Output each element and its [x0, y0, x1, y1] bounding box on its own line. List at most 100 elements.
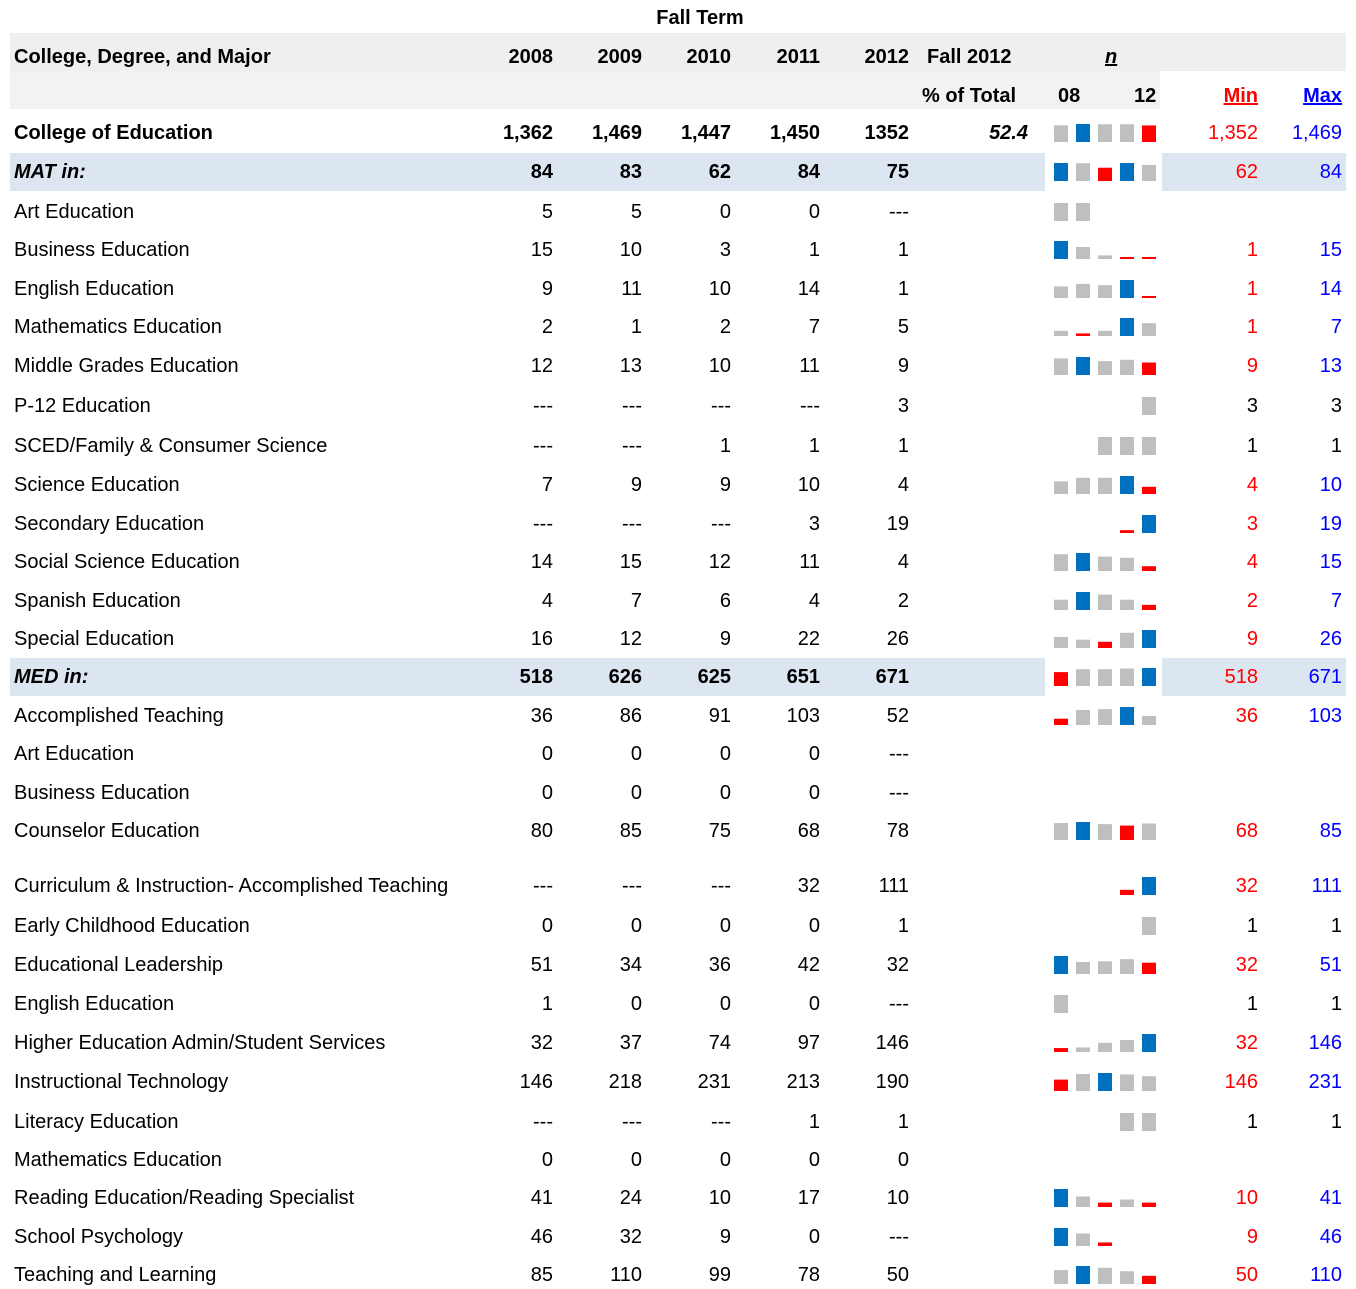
cell: 1 — [808, 435, 820, 457]
cell: 1 — [897, 239, 909, 261]
cell: 37 — [619, 1032, 642, 1054]
spark-bar — [1120, 707, 1134, 725]
cell: 52 — [886, 705, 909, 727]
cell: 0 — [808, 743, 820, 765]
cell: 42 — [797, 954, 820, 976]
row-label: Secondary Education — [14, 513, 205, 535]
cell: 651 — [786, 666, 820, 688]
cell: 0 — [719, 782, 731, 804]
max-cell: 85 — [1319, 820, 1342, 842]
cell: --- — [889, 743, 909, 765]
cell: 0 — [719, 743, 731, 765]
column-header: 2008 — [508, 46, 554, 68]
spark-bar — [1054, 599, 1068, 610]
cell: 5 — [541, 201, 553, 223]
spark-bar — [1076, 203, 1090, 221]
spark-bar — [1142, 1275, 1156, 1284]
cell: 4 — [897, 474, 909, 496]
spark-bar — [1076, 822, 1090, 840]
max-cell: 14 — [1319, 278, 1342, 300]
max-cell: 1 — [1330, 993, 1342, 1015]
cell: 4 — [897, 551, 909, 573]
spark-bar — [1120, 1074, 1134, 1091]
spark-bar — [1142, 1202, 1156, 1207]
column-header: 2012 — [864, 46, 910, 68]
cell: 2 — [897, 590, 909, 612]
spark-bar — [1098, 961, 1112, 974]
cell: 7 — [541, 474, 553, 496]
cell: 103 — [786, 705, 820, 727]
subheader: 12 — [1134, 85, 1157, 107]
super-header: Fall Term — [656, 7, 744, 29]
row-label: Art Education — [14, 201, 135, 223]
min-cell: 2 — [1246, 590, 1258, 612]
spark-bar — [1142, 566, 1156, 571]
max-cell: 41 — [1319, 1187, 1342, 1209]
cell: 10 — [619, 239, 642, 261]
min-cell: 1 — [1246, 278, 1258, 300]
cell: 110 — [610, 1264, 642, 1286]
cell: 0 — [808, 1149, 820, 1171]
cell: 0 — [541, 1149, 553, 1171]
cell: 0 — [808, 201, 820, 223]
cell: 0 — [808, 1226, 820, 1248]
min-cell: 32 — [1235, 954, 1258, 976]
min-cell: 146 — [1224, 1071, 1258, 1093]
spark-bar — [1098, 1202, 1112, 1207]
spark-bar — [1120, 599, 1134, 610]
spark-bar — [1076, 124, 1090, 142]
max-cell: 1 — [1330, 435, 1342, 457]
spark-bar — [1076, 709, 1090, 725]
spark-bar — [1142, 515, 1156, 533]
spark-bar — [1054, 1189, 1068, 1207]
cell: 1,450 — [769, 122, 820, 144]
row-label: Business Education — [14, 239, 190, 261]
spark-bar — [1076, 962, 1090, 974]
spark-bar — [1098, 1242, 1112, 1246]
spark-bar — [1098, 594, 1112, 610]
cell: 1 — [897, 435, 909, 457]
spark-bar — [1120, 668, 1134, 686]
row-label: College of Education — [14, 122, 213, 144]
spark-bar — [1054, 672, 1068, 686]
spark-bar — [1120, 318, 1134, 336]
row-label: MED in: — [14, 666, 89, 688]
spark-bar — [1076, 669, 1090, 686]
spark-bar — [1076, 247, 1090, 259]
min-cell: 3 — [1246, 395, 1258, 417]
cell: 1,447 — [680, 122, 731, 144]
max-cell: 15 — [1319, 551, 1342, 573]
spark-bar — [1054, 1228, 1068, 1246]
spark-bar — [1142, 323, 1156, 336]
cell: 85 — [619, 820, 642, 842]
cell: 26 — [886, 628, 909, 650]
row-label: Mathematics Education — [14, 316, 222, 338]
cell: 78 — [797, 1264, 820, 1286]
spark-bar — [1054, 163, 1068, 181]
cell: 4 — [808, 590, 820, 612]
max-cell: 7 — [1330, 316, 1342, 338]
group-band — [1162, 658, 1346, 696]
cell: 80 — [530, 820, 553, 842]
spark-bar — [1076, 592, 1090, 610]
cell: 1,362 — [502, 122, 553, 144]
cell: 9 — [719, 474, 731, 496]
spark-bar — [1054, 286, 1068, 298]
min-cell: 62 — [1235, 161, 1258, 183]
column-header: 2009 — [597, 46, 643, 68]
min-cell: 4 — [1246, 551, 1258, 573]
cell: 86 — [619, 705, 642, 727]
min-cell: 50 — [1235, 1264, 1258, 1286]
row-label: Social Science Education — [14, 551, 240, 573]
spark-bar — [1120, 1199, 1134, 1207]
row-label: Science Education — [14, 474, 180, 496]
row-label: English Education — [14, 993, 175, 1015]
row-label: Early Childhood Education — [14, 915, 250, 937]
column-header: 2011 — [776, 46, 820, 68]
cell: 97 — [797, 1032, 820, 1054]
column-header: Fall 2012 — [927, 46, 1012, 68]
cell: --- — [800, 395, 820, 417]
min-cell: 9 — [1246, 355, 1258, 377]
spark-bar — [1098, 1073, 1112, 1091]
